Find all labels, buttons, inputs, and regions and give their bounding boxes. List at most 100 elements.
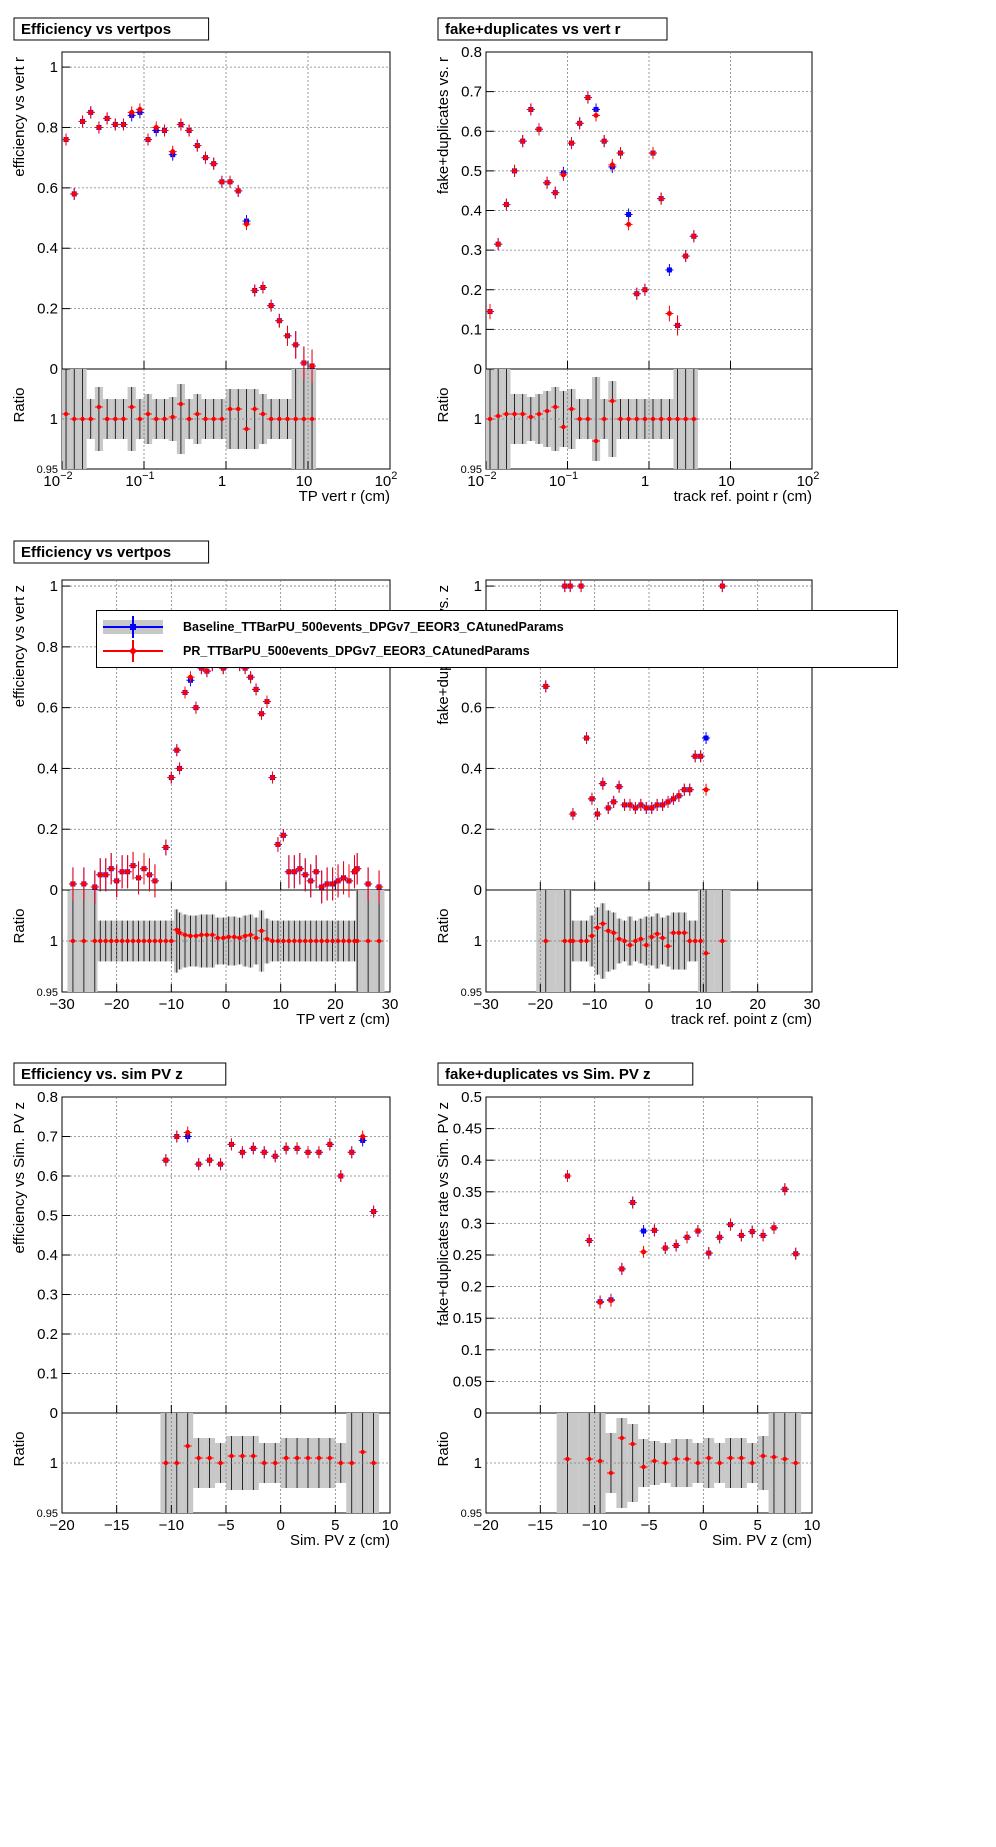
ratio-point bbox=[196, 1455, 201, 1461]
data-point-baseline bbox=[641, 1228, 647, 1234]
x-tick-label: 0 bbox=[645, 996, 653, 1013]
data-point-pr bbox=[749, 1229, 755, 1235]
ratio-point bbox=[193, 933, 199, 939]
data-point-pr bbox=[634, 291, 640, 297]
data-point-pr bbox=[658, 196, 664, 202]
x-tick-label: 10−1 bbox=[549, 470, 578, 490]
data-point-pr bbox=[178, 121, 184, 127]
y-tick-label: 0.3 bbox=[461, 242, 482, 259]
ratio-point bbox=[203, 416, 208, 422]
data-point-pr bbox=[92, 884, 98, 890]
data-point-pr bbox=[196, 1161, 202, 1167]
ratio-point bbox=[219, 416, 225, 422]
ratio-tick-label: 1 bbox=[474, 411, 482, 428]
data-point-pr bbox=[280, 832, 286, 838]
ratio-point bbox=[103, 938, 108, 944]
x-tick-label: 5 bbox=[753, 1517, 761, 1534]
data-point-pr bbox=[293, 342, 299, 348]
data-point-pr bbox=[601, 138, 607, 144]
data-point-pr bbox=[570, 811, 576, 817]
ratio-point bbox=[251, 1453, 256, 1459]
data-point-pr bbox=[577, 120, 583, 126]
ratio-tick-label: 1 bbox=[474, 1455, 482, 1472]
ratio-point bbox=[98, 938, 103, 944]
chart-panel-6: −20 −15 −10 −5 0 5 10 0 0.05 0.1 0.15 0.2 0.25 0.3 0.3… bbox=[435, 1062, 820, 1549]
ratio-point bbox=[543, 938, 548, 944]
x-tick-label: 0 bbox=[699, 1517, 707, 1534]
y-tick-label: 0 bbox=[50, 882, 58, 899]
data-point-pr bbox=[235, 188, 241, 194]
data-point-pr bbox=[594, 811, 600, 817]
ratio-point bbox=[597, 1458, 603, 1464]
ratio-point bbox=[504, 411, 509, 417]
ratio-point bbox=[355, 938, 360, 944]
ratio-point bbox=[341, 938, 346, 944]
x-tick-label: 102 bbox=[797, 470, 820, 490]
ratio-point bbox=[684, 1456, 690, 1462]
ratio-point bbox=[215, 935, 220, 941]
ratio-point bbox=[616, 936, 622, 942]
y-tick-label: 0.8 bbox=[37, 639, 58, 656]
data-point-pr bbox=[346, 878, 352, 884]
ratio-point bbox=[252, 406, 257, 412]
ratio-point bbox=[654, 931, 660, 937]
data-point-pr bbox=[202, 155, 208, 161]
y-tick-label: 0.4 bbox=[461, 1152, 482, 1169]
y-tick-label: 0.15 bbox=[453, 1310, 482, 1327]
ratio-point bbox=[221, 935, 226, 941]
data-point-pr bbox=[543, 683, 549, 689]
ratio-point bbox=[244, 426, 249, 432]
ratio-point bbox=[186, 416, 192, 422]
x-axis-label: Sim. PV z (cm) bbox=[290, 1532, 390, 1549]
data-point-pr bbox=[771, 1225, 777, 1231]
data-point-pr bbox=[130, 863, 136, 869]
data-point-pr bbox=[512, 168, 518, 174]
data-point-pr bbox=[286, 869, 292, 875]
ratio-axis-label: Ratio bbox=[435, 1431, 452, 1466]
data-point-pr bbox=[146, 872, 152, 878]
data-point-pr bbox=[673, 1243, 679, 1249]
data-point-pr bbox=[611, 799, 617, 805]
ratio-point bbox=[667, 416, 672, 422]
data-point-pr bbox=[793, 1251, 799, 1257]
ratio-point bbox=[275, 938, 281, 944]
x-tick-label: 30 bbox=[804, 996, 821, 1013]
data-point-pr bbox=[80, 118, 86, 124]
data-point-pr bbox=[560, 172, 566, 178]
data-point-pr bbox=[313, 869, 319, 875]
ratio-point bbox=[627, 942, 633, 948]
chart-title-box bbox=[437, 1062, 694, 1086]
ratio-point bbox=[259, 928, 264, 933]
ratio-point bbox=[349, 1460, 354, 1466]
data-point-pr bbox=[71, 191, 77, 197]
y-tick-label: 1 bbox=[50, 578, 58, 595]
ratio-point bbox=[305, 1455, 311, 1461]
data-point-pr bbox=[618, 150, 624, 156]
ratio-point bbox=[495, 413, 501, 419]
y-tick-label: 1 bbox=[50, 59, 58, 76]
ratio-point bbox=[665, 943, 671, 949]
data-point-pr bbox=[365, 881, 371, 887]
data-point-pr bbox=[88, 109, 94, 115]
data-point-pr bbox=[670, 796, 676, 802]
data-point-pr bbox=[129, 109, 135, 115]
data-point-pr bbox=[349, 1149, 355, 1155]
ratio-point bbox=[316, 1455, 322, 1461]
ratio-point bbox=[650, 416, 656, 422]
y-tick-label: 0.6 bbox=[37, 180, 58, 197]
ratio-point bbox=[199, 932, 204, 938]
ratio-tick-label: 1 bbox=[50, 933, 58, 950]
ratio-point bbox=[309, 416, 315, 422]
ratio-point bbox=[346, 938, 352, 944]
data-point-pr bbox=[185, 1130, 191, 1136]
chart-title: Efficiency vs vertpos bbox=[21, 21, 171, 38]
y-tick-label: 0.7 bbox=[37, 1129, 58, 1146]
ratio-point bbox=[720, 938, 725, 944]
data-point-pr bbox=[495, 241, 501, 247]
ratio-point bbox=[240, 1453, 245, 1459]
data-point-pr bbox=[605, 805, 611, 811]
data-point-pr bbox=[125, 869, 131, 875]
data-point-pr bbox=[104, 115, 110, 121]
data-point-pr bbox=[593, 112, 599, 118]
ratio-point bbox=[683, 416, 688, 422]
